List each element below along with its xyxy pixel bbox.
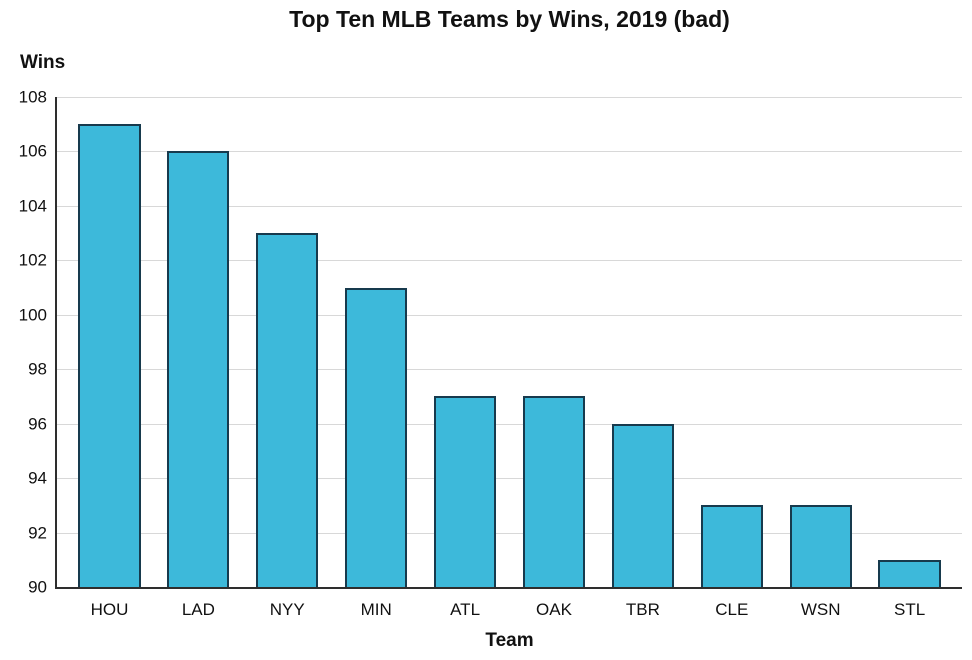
bar-min [345, 287, 408, 587]
x-tick-label: MIN [360, 600, 392, 619]
gridline [57, 532, 962, 534]
gridline [57, 260, 962, 262]
bar-hou [78, 124, 141, 587]
y-tick-label: 106 [18, 141, 47, 161]
gridline [57, 205, 962, 207]
bar-slot [865, 97, 954, 587]
y-tick-label: 102 [18, 250, 47, 270]
bar-tbr [611, 423, 674, 587]
gridline [57, 478, 962, 480]
y-tick-label: 108 [18, 87, 47, 107]
bar-oak [522, 396, 586, 587]
bar-slot [510, 97, 599, 587]
y-tick-label: 94 [28, 468, 47, 488]
chart-title: Top Ten MLB Teams by Wins, 2019 (bad) [289, 6, 730, 32]
x-tick-label: WSN [800, 600, 841, 619]
bar-slot [687, 97, 776, 587]
x-tick-label: CLE [715, 600, 749, 619]
y-tick-label: 96 [28, 414, 47, 434]
bar-slot [776, 97, 865, 587]
x-tick-label: STL [894, 600, 926, 619]
x-axis-ticks: HOU LAD NYY MIN ATL OAK TBR CLE WSN STL [57, 594, 962, 620]
plot-area [55, 97, 962, 589]
bars [57, 97, 962, 587]
bar-stl [878, 559, 941, 587]
gridline [57, 423, 962, 425]
y-tick-label: 98 [28, 359, 47, 379]
x-tick-label: ATL [450, 600, 481, 619]
gridline [57, 97, 962, 98]
bar-atl [433, 396, 497, 587]
bar-slot [598, 97, 687, 587]
x-tick-label: OAK [536, 600, 572, 619]
bar-wsn [789, 505, 852, 587]
y-tick-label: 90 [28, 577, 47, 597]
bar-cle [700, 505, 763, 587]
y-axis-label: Wins [20, 52, 66, 73]
bar-slot [332, 97, 421, 587]
bar-slot [421, 97, 510, 587]
x-tick-label: TBR [625, 600, 660, 619]
bar-lad [167, 151, 230, 587]
x-tick-label: HOU [90, 600, 129, 619]
chart-area: 90 92 94 96 98 100 102 104 106 108 [8, 89, 962, 596]
bar-slot [154, 97, 243, 587]
bar-slot [243, 97, 332, 587]
x-axis-label: Team [485, 630, 534, 651]
bar-nyy [256, 233, 319, 587]
x-tick-label: LAD [181, 600, 215, 619]
gridline [57, 369, 962, 371]
x-tick-label: NYY [269, 600, 305, 619]
y-tick-label: 100 [18, 305, 47, 325]
gridline [57, 314, 962, 316]
y-tick-label: 104 [18, 196, 47, 216]
y-tick-label: 92 [28, 523, 47, 543]
gridline [57, 151, 962, 153]
bar-slot [65, 97, 154, 587]
y-axis-ticks: 90 92 94 96 98 100 102 104 106 108 [8, 89, 55, 596]
